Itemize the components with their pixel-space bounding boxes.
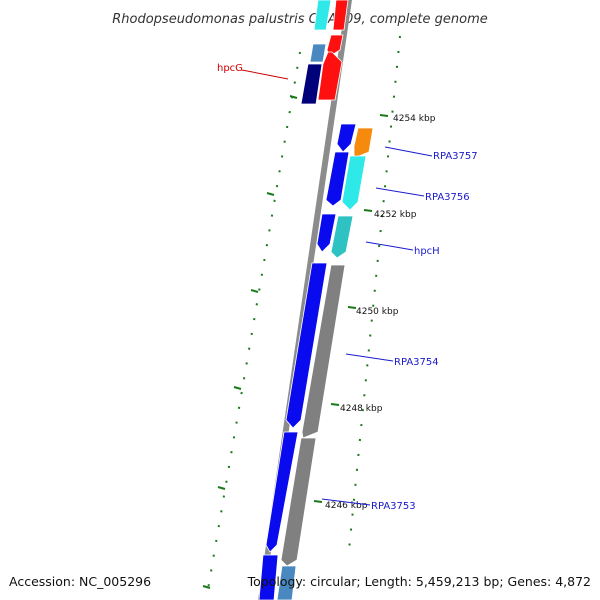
gene-arrow-steel-bottom: [276, 565, 297, 600]
ring-tick: [217, 486, 226, 490]
gene-arrow-cyan-RPA3756: [341, 155, 367, 211]
gene-arrow-blue-2: [325, 151, 350, 207]
ring-tick: [202, 585, 211, 589]
map-title: Rhodopseudomonas palustris CGA009, compl…: [112, 12, 488, 27]
gene-arrow-orange-RPA3757: [353, 127, 374, 159]
gene-arrow-teal-hpcH: [330, 215, 354, 259]
scale-tick-label: 4252 kbp: [374, 210, 417, 220]
scale-tick-label: 4250 kbp: [356, 307, 399, 317]
scale-tick-label: 4246 kbp: [325, 501, 368, 511]
gene-arrow-navy-hpcG: [300, 63, 323, 105]
gene-arrow-blue-4: [285, 262, 328, 429]
gene-label-RPA3753: RPA3753: [371, 501, 416, 512]
gene-arrow-blue-3: [316, 213, 337, 253]
inner-dotted-ring: [206, 51, 301, 596]
ring-tick: [250, 289, 259, 293]
gene-arrow-red-top: [332, 0, 349, 31]
gene-label-leader-hpcG: [241, 69, 289, 80]
gene-label-leader-RPA3757: [384, 146, 433, 157]
gene-label-leader-RPA3754: [345, 353, 394, 362]
gene-arrow-cyan-top: [313, 0, 332, 31]
ring-tick-marks: [202, 95, 389, 589]
outer-strand-genes: [276, 0, 374, 600]
ring-tick: [363, 209, 373, 212]
ring-tick: [266, 192, 275, 196]
gene-arrow-red-hpcG: [317, 51, 343, 101]
inner-strand-genes: [258, 0, 357, 600]
gene-label-leader-RPA3753: [321, 498, 371, 506]
scale-tick-label: 4248 kbp: [340, 404, 383, 414]
gene-arrow-gray-RPA3754: [301, 264, 346, 439]
ring-tick: [313, 500, 323, 503]
gene-arrow-blue-5: [265, 431, 299, 553]
scale-tick-label: 4254 kbp: [393, 114, 436, 124]
gene-label-leader-hpcH: [365, 241, 414, 251]
gene-label-RPA3757: RPA3757: [433, 151, 478, 162]
ring-tick: [330, 403, 340, 406]
ring-tick: [347, 306, 357, 309]
ring-tick: [379, 114, 389, 117]
accession-text: Accession: NC_005296: [9, 574, 151, 589]
gene-label-leader-RPA3756: [375, 187, 425, 197]
gene-arrow-blue-6: [258, 554, 279, 600]
ring-tick: [233, 386, 242, 390]
gene-arrow-gray-RPA3753: [280, 437, 317, 567]
gene-label-RPA3756: RPA3756: [425, 192, 470, 203]
gene-label-RPA3754: RPA3754: [394, 357, 439, 368]
ring-tick: [289, 95, 298, 99]
gene-arrow-red-2: [326, 34, 344, 57]
gene-label-hpcG: hpcG: [217, 63, 243, 74]
gene-label-hpcH: hpcH: [414, 246, 440, 257]
genome-summary-text: Topology: circular; Length: 5,459,213 bp…: [247, 574, 591, 589]
gene-arrow-steel-small: [309, 43, 327, 63]
gene-arrow-blue-1: [336, 123, 357, 153]
